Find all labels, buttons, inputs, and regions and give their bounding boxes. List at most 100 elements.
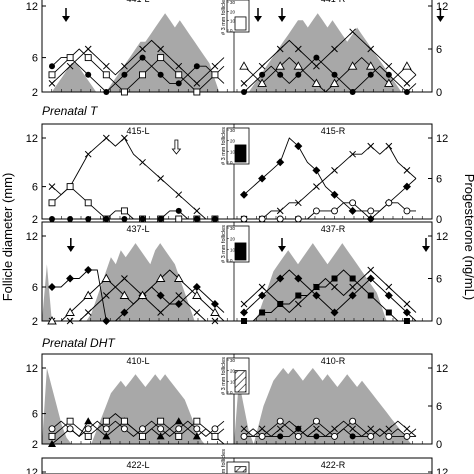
marker-open-triangle (192, 290, 202, 299)
marker-filled-circle (193, 63, 200, 70)
marker-filled-square (259, 309, 266, 316)
progesterone-area-left (42, 243, 234, 321)
marker-open-square (157, 417, 165, 425)
left-subpanel-label: 437-L (126, 224, 149, 234)
progesterone-area-right (234, 243, 426, 321)
marker-open-circle (175, 425, 183, 433)
right-y-tick-label: 12 (436, 467, 448, 474)
inset-tick-label: 10 (230, 149, 236, 154)
follicle-series-left-1 (49, 54, 225, 95)
marker-cross-b (211, 317, 219, 325)
marker-open-triangle (365, 61, 376, 70)
inset-tick-label: 30 (230, 358, 236, 363)
marker-filled-circle (313, 54, 320, 61)
marker-cross-b (102, 134, 110, 142)
marker-filled-diamond (312, 166, 321, 175)
follicle-line (51, 185, 224, 220)
right-y-tick-label: 12 (436, 1, 448, 13)
marker-filled-circle (121, 71, 128, 78)
marker-open-circle (66, 425, 74, 433)
progesterone-area-right (234, 368, 426, 444)
right-y-tick-label: 12 (436, 363, 448, 375)
marker-filled-square (349, 275, 356, 282)
follicle-series-left-2 (48, 39, 225, 87)
marker-cross-b (193, 80, 201, 87)
marker-open-circle (294, 215, 302, 223)
marker-cross-b (175, 191, 183, 199)
marker-open-circle (276, 215, 284, 223)
marker-open-square (102, 71, 110, 79)
marker-open-triangle (210, 307, 220, 316)
marker-cross-b (240, 80, 248, 87)
right-axis-label: Progesterone (ng/mL) (462, 174, 474, 300)
marker-filled-circle (103, 89, 110, 95)
marker-cross-b (367, 142, 375, 150)
left-y-tick-label: 12 (26, 231, 38, 243)
marker-open-triangle (101, 273, 112, 282)
inset-tick-label: 20 (230, 139, 236, 144)
marker-filled-circle (49, 63, 55, 70)
marker-cross-b (403, 80, 411, 87)
marker-open-circle (258, 432, 266, 440)
marker-filled-circle (259, 71, 266, 78)
marker-filled-circle (403, 89, 410, 95)
marker-filled-circle (175, 80, 182, 87)
marker-open-circle (403, 207, 411, 215)
marker-filled-diamond (240, 308, 248, 317)
marker-filled-diamond (276, 274, 285, 283)
panel-group-title: Prenatal T (42, 104, 99, 118)
marker-open-triangle (347, 61, 358, 70)
marker-open-circle (120, 425, 128, 433)
left-y-tick-label: 2 (32, 316, 38, 328)
marker-open-circle (312, 207, 320, 215)
left-y-tick-label: 12 (26, 1, 38, 13)
marker-open-circle (385, 199, 393, 207)
inset-tick-label: 0 (230, 258, 233, 263)
marker-cross-b (240, 300, 248, 308)
marker-filled-triangle (102, 432, 111, 440)
marker-cross-b (193, 207, 201, 215)
marker-cross-b (121, 62, 128, 70)
inset-tick-label: 10 (230, 19, 236, 24)
marker-open-triangle (239, 61, 249, 70)
marker-open-triangle (83, 290, 93, 299)
arrow-head (66, 246, 75, 252)
marker-filled-circle (193, 216, 200, 222)
marker-open-triangle (65, 307, 75, 316)
marker-filled-circle (103, 216, 110, 222)
marker-filled-square (241, 318, 247, 324)
marker-cross-b (294, 425, 302, 433)
marker-filled-square (385, 309, 392, 316)
marker-filled-diamond (48, 283, 56, 291)
right-y-tick-label: 0 (436, 214, 442, 226)
left-y-tick-label: 6 (32, 182, 38, 194)
marker-open-triangle (293, 61, 304, 70)
follicle-series-left-3 (49, 207, 224, 222)
panel-1: 26120612441-L441-R# 3 mm follicles010203… (26, 0, 448, 99)
marker-filled-diamond (402, 308, 411, 317)
left-y-tick-label: 2 (32, 87, 38, 99)
left-y-tick-label: 6 (32, 53, 38, 65)
marker-filled-circle (85, 216, 92, 222)
marker-filled-diamond (366, 215, 375, 223)
inset-bar (234, 466, 247, 473)
follicle-series-left-3 (47, 269, 225, 325)
marker-cross-b (385, 425, 393, 433)
marker-filled-square (277, 301, 284, 307)
marker-cross-b (349, 150, 356, 158)
marker-open-square (48, 432, 56, 440)
marker-cross-b (258, 425, 266, 433)
marker-cross-b (139, 45, 146, 53)
panel-2: Prenatal T 2 6 12 0 6 12 415-L 415-R # 3 mm folli… (26, 104, 449, 226)
marker-open-square (157, 54, 165, 62)
marker-filled-diamond (366, 274, 375, 283)
progesterone-area-left (42, 368, 234, 444)
marker-filled-circle (367, 71, 374, 78)
marker-open-circle (294, 432, 302, 440)
marker-open-triangle (402, 61, 412, 70)
marker-filled-triangle (156, 432, 165, 440)
inset-bar (234, 16, 247, 31)
right-y-tick-label: 0 (436, 439, 442, 451)
marker-open-square (66, 183, 74, 191)
